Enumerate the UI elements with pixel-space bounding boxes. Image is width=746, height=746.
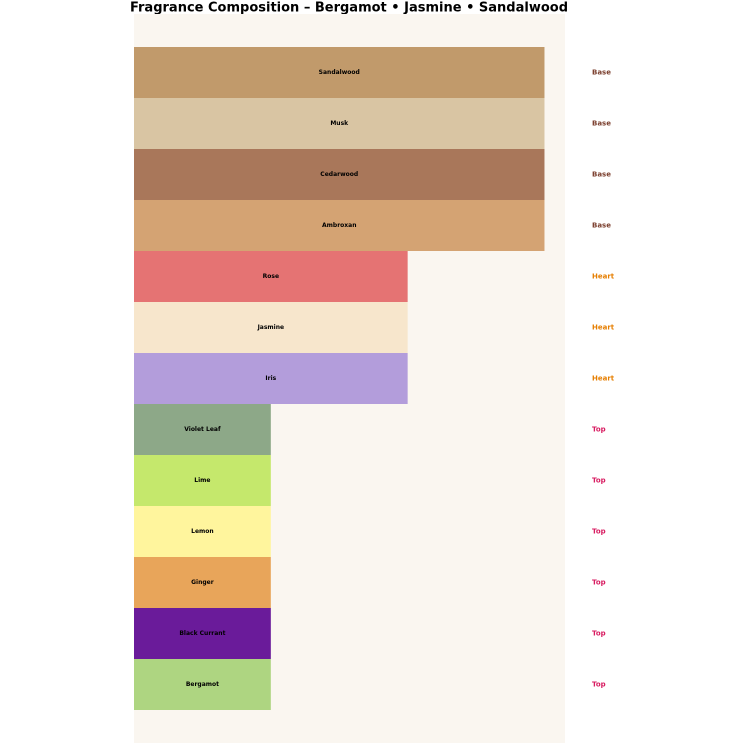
bar [134,404,271,455]
note-label: Base [592,171,611,179]
bar [134,149,545,200]
bar-label: Jasmine [257,324,285,331]
bar-label: Iris [265,375,276,382]
bar-label: Violet Leaf [184,426,221,433]
chart-title: Fragrance Composition – Bergamot • Jasmi… [130,1,568,16]
bar-label: Lemon [191,528,214,535]
bar [134,251,408,302]
note-label: Heart [592,375,615,383]
bar [134,302,408,353]
bar [134,47,545,98]
bar-label: Lime [194,477,210,484]
note-label: Top [592,681,606,689]
note-label: Base [592,69,611,77]
note-label: Base [592,120,611,128]
note-label: Heart [592,324,615,332]
bar-label: Cedarwood [320,171,358,178]
bar [134,557,271,608]
bar-label: Rose [263,273,279,280]
note-label: Top [592,477,606,485]
note-label: Top [592,528,606,536]
bar-label: Black Currant [179,630,225,637]
note-label: Top [592,426,606,434]
bar-label: Ginger [191,579,214,586]
note-label: Base [592,222,611,230]
bar [134,455,271,506]
bar [134,608,271,659]
bar-label: Sandalwood [319,69,360,76]
bar [134,98,545,149]
bar-label: Ambroxan [322,222,356,229]
bar [134,659,271,710]
note-label: Top [592,579,606,587]
bar-label: Bergamot [186,681,219,688]
note-label: Heart [592,273,615,281]
note-label: Top [592,630,606,638]
bar-label: Musk [330,120,349,127]
bar [134,506,271,557]
bar [134,200,545,251]
bar [134,353,408,404]
